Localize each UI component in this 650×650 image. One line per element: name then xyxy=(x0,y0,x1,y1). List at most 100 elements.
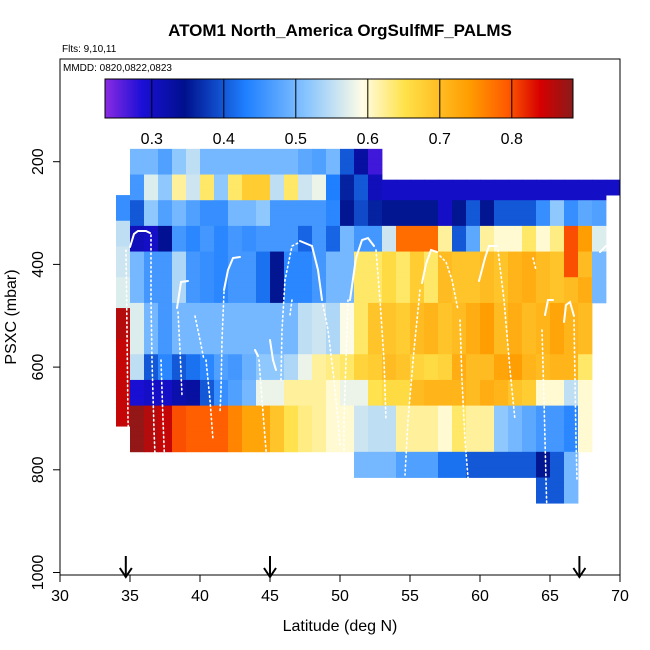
heatmap-cell xyxy=(312,292,327,299)
heatmap-cell xyxy=(424,390,439,396)
heatmap-cell xyxy=(186,282,201,288)
heatmap-cell xyxy=(592,272,607,278)
heatmap-cell xyxy=(312,205,327,211)
heatmap-cell xyxy=(326,174,341,181)
heatmap-cell xyxy=(116,251,131,258)
heatmap-cell xyxy=(368,256,383,263)
heatmap-cell xyxy=(494,246,509,252)
heatmap-cell xyxy=(452,272,467,278)
heatmap-cell xyxy=(326,169,341,175)
heatmap-cell xyxy=(284,359,299,365)
heatmap-cell xyxy=(424,415,439,422)
heatmap-cell xyxy=(256,385,271,391)
heatmap-cell xyxy=(186,395,201,401)
heatmap-cell xyxy=(438,292,453,299)
heatmap-cell xyxy=(298,415,313,422)
heatmap-cell xyxy=(508,266,523,273)
heatmap-cell xyxy=(522,292,537,299)
heatmap-cell xyxy=(228,400,243,407)
heatmap-cell xyxy=(592,261,607,268)
heatmap-cell xyxy=(522,297,537,304)
heatmap-cell xyxy=(550,487,565,494)
heatmap-cell xyxy=(340,205,355,211)
heatmap-cell xyxy=(242,426,257,432)
heatmap-cell xyxy=(298,390,313,396)
heatmap-cell xyxy=(214,220,229,227)
heatmap-cell xyxy=(382,405,397,412)
heatmap-cell xyxy=(438,369,453,376)
heatmap-cell xyxy=(452,374,467,381)
heatmap-cell xyxy=(410,426,425,432)
heatmap-cell xyxy=(186,287,201,294)
heatmap-cell xyxy=(494,179,509,186)
heatmap-cell xyxy=(200,421,215,427)
heatmap-cell xyxy=(270,200,285,206)
heatmap-cell xyxy=(242,225,257,232)
heatmap-cell xyxy=(340,446,355,453)
heatmap-cell xyxy=(312,431,327,437)
heatmap-cell xyxy=(480,415,495,422)
heatmap-cell xyxy=(452,333,467,340)
heatmap-cell xyxy=(186,359,201,365)
heatmap-cell xyxy=(228,215,243,222)
heatmap-cell xyxy=(536,410,551,417)
heatmap-cell xyxy=(284,446,299,453)
heatmap-cell xyxy=(354,451,369,458)
heatmap-cell xyxy=(522,410,537,417)
heatmap-cell xyxy=(396,456,411,463)
heatmap-cell xyxy=(578,436,593,442)
heatmap-cell xyxy=(172,441,187,448)
heatmap-cell xyxy=(186,379,201,386)
heatmap-cell xyxy=(536,482,551,489)
heatmap-cell xyxy=(200,333,215,340)
heatmap-cell xyxy=(270,436,285,442)
heatmap-cell xyxy=(368,343,383,350)
heatmap-cell xyxy=(242,164,257,170)
heatmap-cell xyxy=(564,405,579,412)
heatmap-cell xyxy=(424,225,439,232)
heatmap-cell xyxy=(480,313,495,319)
heatmap-cell xyxy=(578,210,593,217)
heatmap-cell xyxy=(354,374,369,381)
heatmap-cell xyxy=(214,241,229,247)
x-axis: 30 35 40 45 50 55 60 65 70 xyxy=(51,574,629,605)
heatmap-cell xyxy=(396,313,411,319)
heatmap-cell xyxy=(438,210,453,217)
heatmap-cell xyxy=(242,405,257,412)
heatmap-cell xyxy=(256,313,271,319)
heatmap-cell xyxy=(270,292,285,299)
heatmap-cell xyxy=(256,159,271,165)
heatmap-cell xyxy=(214,410,229,417)
heatmap-cell xyxy=(158,338,173,345)
heatmap-cell xyxy=(116,308,131,314)
heatmap-cell xyxy=(536,261,551,268)
heatmap-cell xyxy=(368,164,383,170)
heatmap-cell xyxy=(424,256,439,263)
heatmap-cell xyxy=(340,256,355,263)
heatmap-cell xyxy=(354,410,369,417)
heatmap-cell xyxy=(368,174,383,181)
heatmap-cell xyxy=(424,436,439,442)
heatmap-cell xyxy=(256,323,271,329)
heatmap-cell xyxy=(130,292,145,299)
heatmap-cell xyxy=(354,441,369,448)
heatmap-cell xyxy=(116,272,131,278)
heatmap-cell xyxy=(228,421,243,427)
heatmap-cell xyxy=(494,426,509,432)
heatmap-cell xyxy=(144,297,159,304)
heatmap-cell xyxy=(242,236,257,242)
heatmap-cell xyxy=(578,272,593,278)
heatmap-cell xyxy=(550,405,565,412)
heatmap-cell xyxy=(494,184,509,191)
heatmap-cell xyxy=(228,374,243,381)
heatmap-cell xyxy=(354,421,369,427)
heatmap-cell xyxy=(144,164,159,170)
heatmap-cell xyxy=(564,323,579,329)
heatmap-cell xyxy=(480,369,495,376)
heatmap-cell xyxy=(298,333,313,340)
heatmap-cell xyxy=(200,431,215,437)
heatmap-cell xyxy=(536,246,551,252)
heatmap-cell xyxy=(368,154,383,160)
heatmap-cell xyxy=(116,256,131,263)
heatmap-cell xyxy=(536,456,551,463)
